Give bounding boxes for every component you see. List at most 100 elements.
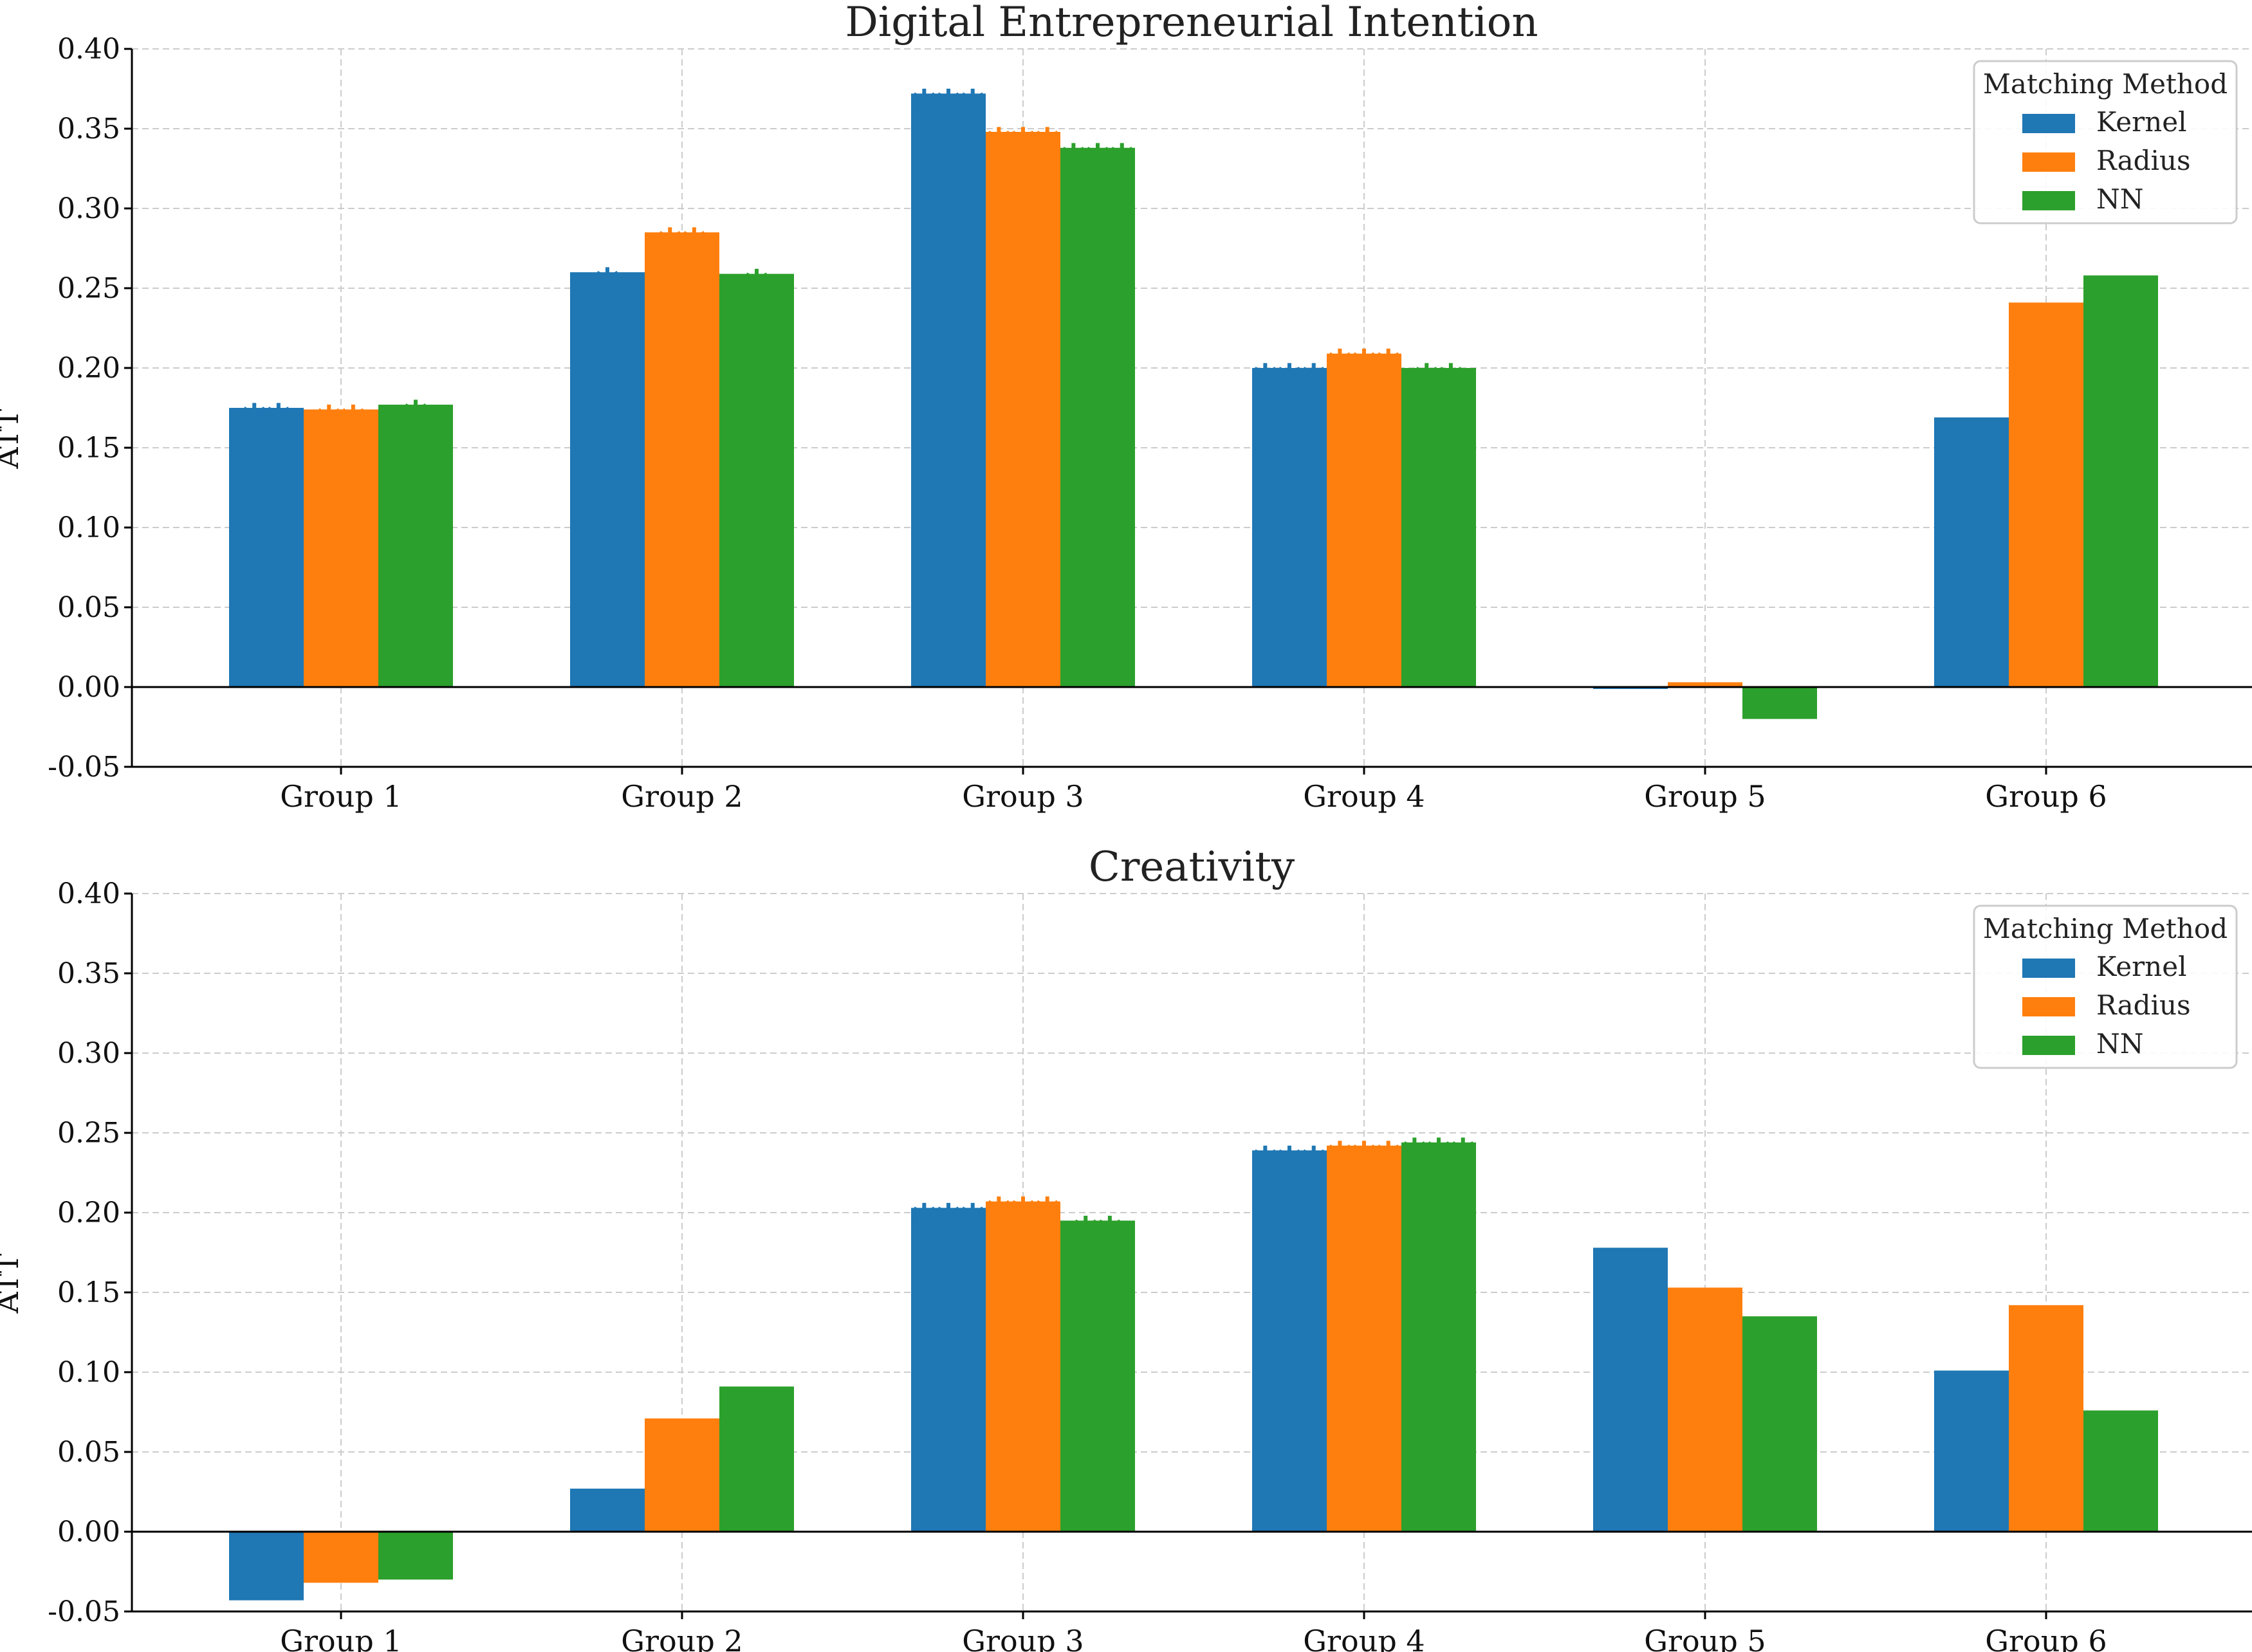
bar-kernel-group-2 bbox=[570, 272, 645, 687]
chart-panel-1: ** ** *********** ****** *** **-0.050.000.050… bbox=[0, 0, 2252, 814]
bar-nn-group-2 bbox=[719, 1386, 794, 1532]
y-tick-label: 0.40 bbox=[57, 33, 120, 66]
x-tick-label: Group 5 bbox=[1644, 1624, 1766, 1652]
legend-swatch-nn bbox=[2022, 1036, 2075, 1055]
legend-swatch-kernel bbox=[2022, 114, 2075, 133]
significance-marker: * bbox=[744, 261, 769, 315]
bar-nn-group-5 bbox=[1742, 687, 1817, 719]
bar-kernel-group-4 bbox=[1252, 1150, 1327, 1532]
x-tick-label: Group 1 bbox=[280, 1624, 401, 1652]
bar-nn-group-1 bbox=[378, 405, 453, 687]
x-tick-label: Group 3 bbox=[962, 1624, 1084, 1652]
bar-nn-group-2 bbox=[719, 273, 794, 687]
significance-marker: *** bbox=[1062, 134, 1134, 188]
significance-marker: *** bbox=[1253, 354, 1326, 408]
x-tick-label: Group 6 bbox=[1985, 779, 2107, 814]
x-tick-label: Group 3 bbox=[962, 779, 1084, 814]
legend-label-kernel: Kernel bbox=[2096, 106, 2187, 138]
bar-radius-group-1 bbox=[304, 409, 378, 687]
y-tick-label: 0.25 bbox=[57, 272, 120, 305]
y-tick-label: 0.15 bbox=[57, 432, 120, 464]
legend-title: Matching Method bbox=[1983, 913, 2228, 944]
legend-swatch-radius bbox=[2022, 152, 2075, 172]
significance-marker: ** bbox=[317, 396, 365, 450]
significance-marker: * bbox=[595, 259, 620, 313]
bar-nn-group-6 bbox=[2083, 275, 2158, 687]
significance-marker: ** bbox=[658, 219, 706, 273]
bar-nn-group-1 bbox=[378, 1532, 453, 1580]
bar-radius-group-6 bbox=[2009, 302, 2083, 687]
bar-nn-group-5 bbox=[1742, 1316, 1817, 1532]
bar-kernel-group-5 bbox=[1593, 1247, 1668, 1532]
significance-marker: *** bbox=[1328, 1132, 1401, 1186]
significance-marker: *** bbox=[1403, 1129, 1475, 1183]
axis-spines bbox=[131, 894, 2252, 1613]
y-tick-label: 0.05 bbox=[57, 591, 120, 624]
legend-title: Matching Method bbox=[1983, 68, 2228, 100]
significance-marker: ** bbox=[1073, 1207, 1121, 1261]
chart-panel-2: *** *** ***** *** ***-0.050.000.050.100.150.… bbox=[0, 843, 2252, 1652]
x-tick-label: Group 1 bbox=[280, 779, 401, 814]
legend-label-radius: Radius bbox=[2096, 989, 2191, 1021]
bar-nn-group-3 bbox=[1060, 147, 1135, 687]
x-tick-label: Group 6 bbox=[1985, 1624, 2107, 1652]
chart-title: Creativity bbox=[1089, 843, 1295, 891]
legend-frame bbox=[1973, 60, 2238, 225]
chart-title: Digital Entrepreneurial Intention bbox=[845, 0, 1538, 46]
bar-radius-group-4 bbox=[1327, 1145, 1401, 1532]
bar-kernel-group-3 bbox=[911, 1207, 986, 1532]
y-tick-label: -0.05 bbox=[48, 1595, 120, 1628]
y-tick-label: -0.05 bbox=[48, 751, 120, 784]
y-tick-label: 0.20 bbox=[57, 352, 120, 385]
bar-nn-group-4 bbox=[1401, 1142, 1476, 1532]
y-tick-label: 0.05 bbox=[57, 1436, 120, 1469]
y-tick-label: 0.15 bbox=[57, 1276, 120, 1309]
y-tick-label: 0.30 bbox=[57, 192, 120, 225]
y-tick-label: 0.10 bbox=[57, 511, 120, 544]
bar-kernel-group-1 bbox=[229, 408, 304, 687]
bar-kernel-group-3 bbox=[911, 93, 986, 687]
significance-marker: *** bbox=[987, 1188, 1060, 1242]
bar-kernel-group-4 bbox=[1252, 368, 1327, 687]
bar-nn-group-4 bbox=[1401, 368, 1476, 687]
y-tick-label: 0.30 bbox=[57, 1037, 120, 1070]
significance-marker: *** bbox=[1328, 340, 1401, 394]
bar-radius-group-5 bbox=[1668, 1287, 1742, 1532]
bar-radius-group-3 bbox=[986, 1201, 1060, 1532]
significance-marker: ** bbox=[242, 394, 290, 448]
x-tick-label: Group 5 bbox=[1644, 779, 1766, 814]
legend-swatch-kernel bbox=[2022, 959, 2075, 978]
legend-label-radius: Radius bbox=[2096, 145, 2191, 176]
bar-radius-group-6 bbox=[2009, 1305, 2083, 1532]
chart-legend: Matching Method Kernel Radius NN bbox=[1973, 904, 2238, 1069]
significance-marker: *** bbox=[912, 80, 985, 134]
chart-legend: Matching Method Kernel Radius NN bbox=[1973, 60, 2238, 225]
y-tick-label: 0.25 bbox=[57, 1117, 120, 1150]
significance-marker: *** bbox=[912, 1195, 985, 1249]
y-tick-label: 0.10 bbox=[57, 1356, 120, 1389]
significance-marker: *** bbox=[1253, 1137, 1326, 1191]
legend-label-kernel: Kernel bbox=[2096, 951, 2187, 982]
y-tick-label: 0.40 bbox=[57, 877, 120, 910]
y-tick-label: 0.20 bbox=[57, 1197, 120, 1229]
y-tick-label: 0.35 bbox=[57, 957, 120, 990]
x-tick-label: Group 2 bbox=[621, 1624, 743, 1652]
bar-kernel-group-2 bbox=[570, 1489, 645, 1532]
bar-radius-group-2 bbox=[645, 232, 719, 687]
y-tick-label: 0.35 bbox=[57, 113, 120, 145]
bar-radius-group-5 bbox=[1668, 682, 1742, 687]
x-tick-label: Group 4 bbox=[1303, 779, 1425, 814]
bar-nn-group-3 bbox=[1060, 1220, 1135, 1532]
legend-swatch-nn bbox=[2022, 191, 2075, 210]
significance-marker: * bbox=[403, 391, 428, 445]
bar-radius-group-2 bbox=[645, 1418, 719, 1532]
significance-marker: ** bbox=[1414, 354, 1463, 408]
bar-kernel-group-6 bbox=[1934, 417, 2009, 687]
legend-label-nn: NN bbox=[2096, 1028, 2144, 1060]
x-tick-label: Group 2 bbox=[621, 779, 743, 814]
y-tick-label: 0.00 bbox=[57, 1516, 120, 1548]
bar-radius-group-1 bbox=[304, 1532, 378, 1583]
legend-label-nn: NN bbox=[2096, 183, 2144, 215]
bar-kernel-group-6 bbox=[1934, 1370, 2009, 1532]
